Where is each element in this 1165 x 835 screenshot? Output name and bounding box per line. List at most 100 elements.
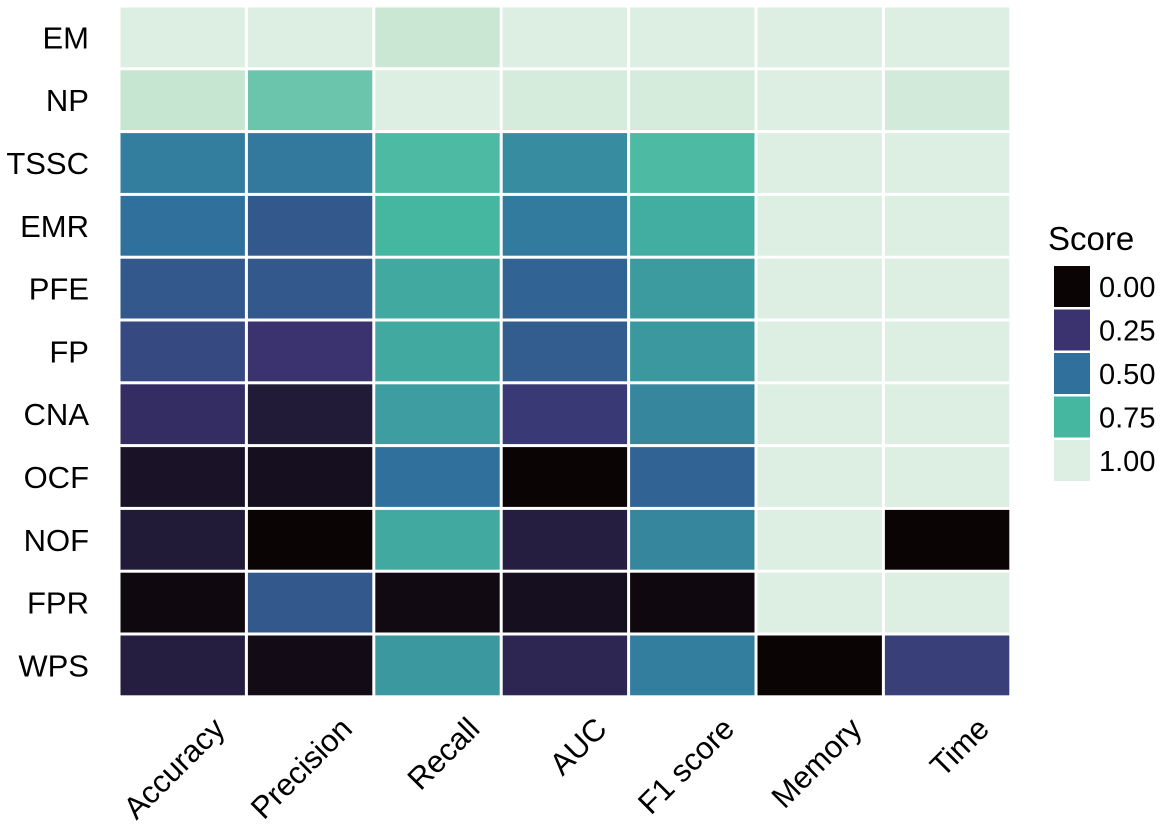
legend: Score 0.00 0.25 0.50 0.75 1.00 (1048, 220, 1155, 481)
legend-swatch-0-25 (1054, 309, 1090, 351)
legend-label-0-25: 0.25 (1099, 316, 1155, 348)
heatmap-cell-fp-auc (502, 321, 628, 382)
heatmap-cell-fpr-auc (502, 572, 628, 633)
heatmap-cell-nof-precision (247, 509, 373, 570)
row-label-cna: CNA (24, 397, 90, 432)
heatmap-cell-cna-auc (502, 384, 628, 445)
heatmap-cell-pfe-f1-score (630, 258, 755, 319)
column-label-recall: Recall (401, 711, 487, 797)
heatmap-cell-wps-recall (375, 635, 500, 696)
heatmap-cell-fp-recall (375, 321, 500, 382)
heatmap-cell-emr-auc (502, 195, 628, 256)
heatmap-cell-nof-accuracy (120, 509, 245, 570)
heatmap-cell-nof-memory (757, 509, 882, 570)
heatmap-cell-nof-time (884, 509, 1010, 570)
column-label-precision: Precision (244, 711, 359, 826)
heatmap-cell-ocf-recall (375, 447, 500, 507)
heatmap-cell-fpr-f1-score (630, 572, 755, 633)
heatmap-cell-ocf-auc (502, 447, 628, 507)
row-label-tssc: TSSC (6, 146, 89, 181)
heatmap-cell-wps-precision (247, 635, 373, 696)
heatmap-cell-em-f1-score (630, 7, 755, 68)
heatmap-cell-fpr-accuracy (120, 572, 245, 633)
heatmap-cell-pfe-recall (375, 258, 500, 319)
row-label-pfe: PFE (29, 272, 89, 307)
heatmap-cell-wps-time (884, 635, 1010, 696)
heatmap-cell-wps-auc (502, 635, 628, 696)
heatmap-cell-pfe-accuracy (120, 258, 245, 319)
heatmap-cell-wps-memory (757, 635, 882, 696)
heatmap-cell-ocf-f1-score (630, 447, 755, 507)
heatmap-cell-wps-accuracy (120, 635, 245, 696)
heatmap-cell-pfe-auc (502, 258, 628, 319)
heatmap-cell-np-memory (757, 70, 882, 131)
heatmap-cell-np-recall (375, 70, 500, 131)
legend-label-1-00: 1.00 (1099, 446, 1155, 478)
heatmap-cell-nof-recall (375, 509, 500, 570)
heatmap-cell-ocf-memory (757, 447, 882, 507)
heatmap-cell-emr-recall (375, 195, 500, 256)
column-label-auc: AUC (543, 711, 614, 782)
legend-title: Score (1048, 220, 1134, 257)
row-label-em: EM (43, 20, 90, 55)
heatmap-cell-np-auc (502, 70, 628, 131)
row-labels: EM NP TSSC EMR PFE FP CNA OCF NOF FPR WPS (6, 20, 89, 683)
legend-label-0-00: 0.00 (1099, 272, 1155, 304)
row-label-fpr: FPR (27, 586, 89, 621)
column-label-f1-score: F1 score (631, 711, 741, 821)
heatmap-cell-cna-precision (247, 384, 373, 445)
heatmap-cell-em-precision (247, 7, 373, 68)
legend-swatch-0-75 (1054, 396, 1090, 438)
heatmap-cell-np-precision (247, 70, 373, 131)
heatmap-cell-emr-f1-score (630, 195, 755, 256)
heatmap-cell-em-recall (375, 7, 500, 68)
heatmap-cell-ocf-precision (247, 447, 373, 507)
heatmap-cell-pfe-precision (247, 258, 373, 319)
heatmap-cell-ocf-accuracy (120, 447, 245, 507)
row-label-fp: FP (49, 334, 89, 369)
heatmap-cell-em-memory (757, 7, 882, 68)
legend-label-0-75: 0.75 (1099, 403, 1155, 435)
heatmap-cell-fpr-memory (757, 572, 882, 633)
heatmap-cell-tssc-memory (757, 133, 882, 193)
heatmap-cell-np-time (884, 70, 1010, 131)
heatmap-cell-np-accuracy (120, 70, 245, 131)
heatmap-cell-em-accuracy (120, 7, 245, 68)
heatmap-cell-fp-accuracy (120, 321, 245, 382)
heatmap-cell-fp-time (884, 321, 1010, 382)
heatmap-cell-fpr-recall (375, 572, 500, 633)
heatmap-cell-tssc-auc (502, 133, 628, 193)
heatmap-cell-fpr-precision (247, 572, 373, 633)
heatmap-cell-tssc-time (884, 133, 1010, 193)
row-label-wps: WPS (18, 648, 89, 683)
heatmap-cell-cna-accuracy (120, 384, 245, 445)
row-label-np: NP (46, 83, 89, 118)
heatmap-cell-nof-f1-score (630, 509, 755, 570)
heatmap-cell-cna-recall (375, 384, 500, 445)
legend-label-0-50: 0.50 (1099, 359, 1155, 391)
legend-swatch-0-50 (1054, 353, 1090, 394)
heatmap-cells (119, 6, 1011, 697)
heatmap-cell-nof-auc (502, 509, 628, 570)
heatmap-cell-pfe-time (884, 258, 1010, 319)
heatmap-cell-em-time (884, 7, 1010, 68)
row-label-emr: EMR (20, 209, 89, 244)
heatmap-cell-emr-precision (247, 195, 373, 256)
heatmap-cell-fpr-time (884, 572, 1010, 633)
heatmap-cell-wps-f1-score (630, 635, 755, 696)
heatmap-cell-emr-accuracy (120, 195, 245, 256)
heatmap-cell-pfe-memory (757, 258, 882, 319)
heatmap-cell-fp-memory (757, 321, 882, 382)
column-labels: Accuracy Precision Recall AUC F1 score Memory… (117, 710, 996, 825)
heatmap-cell-tssc-accuracy (120, 133, 245, 193)
column-label-time: Time (923, 711, 996, 784)
heatmap-cell-fp-f1-score (630, 321, 755, 382)
heatmap-cell-cna-memory (757, 384, 882, 445)
heatmap-cell-tssc-f1-score (630, 133, 755, 193)
heatmap-cell-np-f1-score (630, 70, 755, 131)
column-label-accuracy: Accuracy (117, 710, 232, 825)
row-label-nof: NOF (24, 523, 89, 558)
heatmap-cell-emr-time (884, 195, 1010, 256)
heatmap-cell-ocf-time (884, 447, 1010, 507)
